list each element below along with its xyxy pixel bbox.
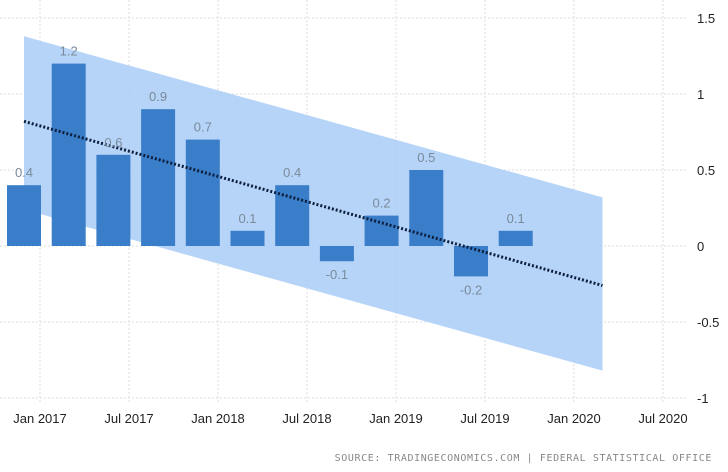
data-label: 0.1 (507, 211, 525, 226)
data-label: -0.2 (460, 282, 482, 297)
x-tick-label: Jul 2018 (282, 411, 331, 426)
bar (275, 185, 310, 246)
x-tick-label: Jan 2019 (369, 411, 423, 426)
data-label: 0.9 (149, 89, 167, 104)
data-label: 0.4 (15, 165, 33, 180)
bar (141, 109, 176, 246)
x-tick-label: Jan 2020 (547, 411, 601, 426)
trend-line (23, 119, 603, 287)
y-tick-label: 1 (697, 87, 704, 102)
y-tick-label: 0 (697, 239, 704, 254)
bar (319, 246, 354, 262)
bar (498, 230, 533, 246)
bars (7, 63, 533, 277)
bar (51, 63, 86, 246)
data-labels: 0.4 1.2 0.6 0.9 0.7 0.1 0.4 -0.1 0.2 0.5 -0.2 0.1 (15, 44, 525, 298)
y-tick-label: 0.5 (697, 163, 715, 178)
bar (409, 170, 444, 246)
x-axis: Jan 2017 Jul 2017 Jan 2018 Jul 2018 Jan 2019… (13, 411, 687, 426)
bar (185, 139, 220, 246)
data-label: 0.2 (373, 196, 391, 211)
x-tick-label: Jul 2020 (638, 411, 687, 426)
x-tick-label: Jan 2018 (191, 411, 245, 426)
source-credit: SOURCE: TRADINGECONOMICS.COM | FEDERAL S… (334, 453, 712, 464)
x-tick-label: Jul 2019 (460, 411, 509, 426)
data-label: 0.5 (417, 150, 435, 165)
y-tick-label: 1.5 (697, 11, 715, 26)
bar (7, 185, 41, 246)
y-tick-label: -0.5 (697, 315, 719, 330)
bar (364, 215, 399, 246)
x-tick-label: Jan 2017 (13, 411, 67, 426)
bar (230, 230, 265, 246)
data-label: 0.7 (194, 120, 212, 135)
data-label: 1.2 (60, 44, 78, 59)
data-label: 0.6 (104, 135, 122, 150)
x-tick-label: Jul 2017 (104, 411, 153, 426)
bar (96, 154, 131, 246)
y-tick-label: -1 (697, 391, 709, 406)
data-label: -0.1 (326, 267, 348, 282)
data-label: 0.1 (238, 211, 256, 226)
data-label: 0.4 (283, 165, 301, 180)
y-axis: 1.5 1 0.5 0 -0.5 -1 (697, 11, 719, 406)
